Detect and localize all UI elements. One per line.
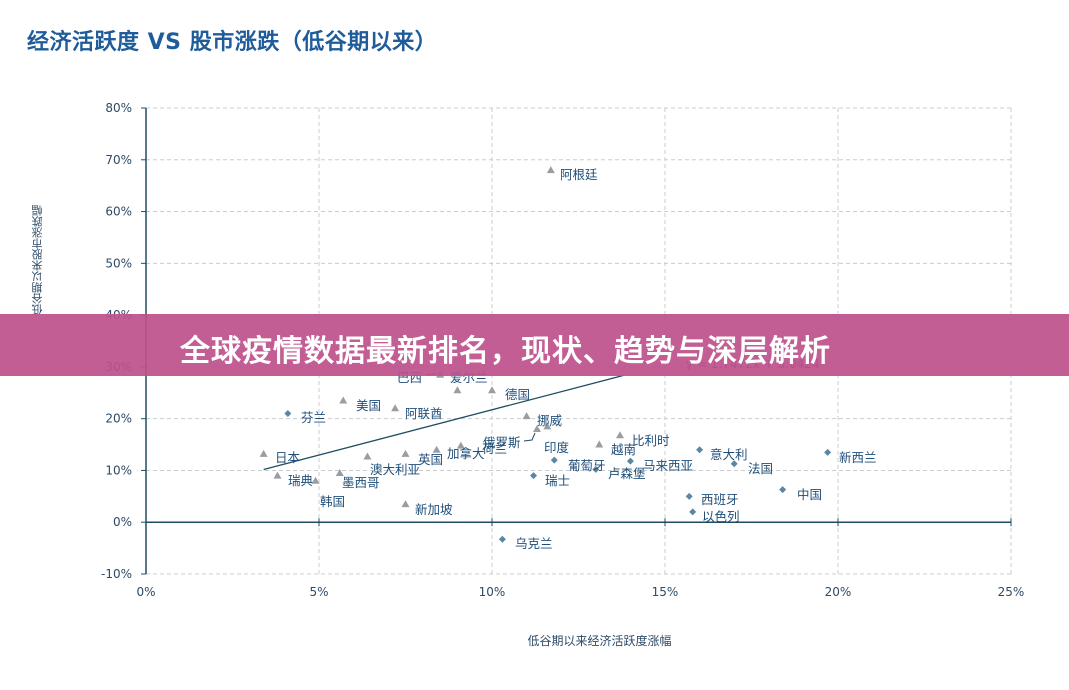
triangle-marker-icon xyxy=(543,422,552,430)
point-label: 马来西亚 xyxy=(643,458,693,473)
diamond-marker-icon xyxy=(592,465,600,473)
triangle-marker-icon xyxy=(522,412,531,420)
point-label: 新加坡 xyxy=(415,502,453,517)
triangle-marker-icon xyxy=(339,396,348,404)
triangle-marker-icon xyxy=(546,166,555,174)
triangle-marker-icon xyxy=(456,441,465,449)
point-label: 英国 xyxy=(418,452,443,467)
point-label: 法国 xyxy=(748,461,773,476)
triangle-marker-icon xyxy=(401,449,410,457)
x-tick-label: 25% xyxy=(998,585,1025,599)
point-label: 俄罗斯 xyxy=(483,435,521,450)
diamond-marker-icon xyxy=(685,492,693,500)
diamond-marker-icon xyxy=(689,508,697,516)
y-tick-label: 60% xyxy=(105,205,132,219)
triangle-marker-icon xyxy=(363,452,372,460)
diamond-marker-icon xyxy=(696,446,704,454)
x-tick-label: 5% xyxy=(309,585,328,599)
triangle-marker-icon xyxy=(311,476,320,484)
y-tick-label: 80% xyxy=(105,101,132,115)
trendline-path xyxy=(263,374,624,471)
y-tick-label: 20% xyxy=(105,412,132,426)
point-label: 西班牙 xyxy=(701,492,739,507)
point-label: 阿联酋 xyxy=(405,406,443,421)
point-label: 荷兰 xyxy=(482,441,507,456)
point-label: 新西兰 xyxy=(839,450,877,465)
point-label: 瑞士 xyxy=(545,473,570,488)
triangle-marker-icon xyxy=(335,469,344,477)
point-label: 瑞典 xyxy=(288,473,313,488)
x-tick-label: 0% xyxy=(136,585,155,599)
y-tick-label: -10% xyxy=(101,567,132,581)
tick-labels: 80%70%60%50%40%30%20%10%0%-10%0%5%10%15%… xyxy=(101,101,1024,599)
point-label: 以色列 xyxy=(702,509,740,524)
point-label: 葡萄牙 xyxy=(568,458,606,473)
triangle-marker-icon xyxy=(453,386,462,394)
point-label: 澳大利亚 xyxy=(370,462,420,477)
y-tick-label: 10% xyxy=(105,463,132,477)
point-label: 美国 xyxy=(356,398,381,413)
x-axis-label: 低谷期以来经济活跃度涨幅 xyxy=(527,634,672,648)
diamond-marker-icon xyxy=(498,535,506,543)
diamond-marker-icon xyxy=(284,409,292,417)
triangle-marker-icon xyxy=(488,386,496,394)
diamond-marker-icon xyxy=(530,472,538,480)
triangle-marker-icon xyxy=(273,471,282,479)
diamond-marker-icon xyxy=(626,457,634,465)
triangle-marker-icon xyxy=(595,440,604,448)
triangle-marker-icon xyxy=(616,431,625,439)
point-label: 卢森堡 xyxy=(608,466,646,481)
point-label: 印度 xyxy=(544,440,570,455)
point-label: 日本 xyxy=(275,450,301,465)
leader-line xyxy=(523,432,536,442)
data-points xyxy=(259,166,832,543)
diamond-marker-icon xyxy=(779,486,787,494)
triangle-marker-icon xyxy=(259,449,268,457)
point-labels: 阿根廷巴西 爱尔兰德国美国阿联酋芬兰 挪威比利时俄罗斯荷兰 印度 越南 意大利 新西兰日本加… xyxy=(275,167,877,551)
point-label: 阿根廷 xyxy=(560,167,598,182)
x-tick-label: 20% xyxy=(825,585,852,599)
y-tick-label: 50% xyxy=(105,256,132,270)
diamond-marker-icon xyxy=(550,456,558,464)
point-label: 墨西哥 xyxy=(342,475,380,490)
point-label: 越南 xyxy=(611,442,636,457)
triangle-marker-icon xyxy=(532,425,541,433)
banner-text: 全球疫情数据最新排名，现状、趋势与深层解析 xyxy=(180,334,831,369)
x-tick-label: 10% xyxy=(479,585,506,599)
triangle-marker-icon xyxy=(432,445,441,453)
point-label: 中国 xyxy=(797,487,822,502)
point-label: 意大利 xyxy=(710,447,748,462)
overlay-banner: 全球疫情数据最新排名，现状、趋势与深层解析 xyxy=(0,314,1069,376)
point-label: 加拿大 xyxy=(447,446,485,461)
y-tick-label: 0% xyxy=(113,515,132,529)
point-label: 芬兰 xyxy=(301,410,326,425)
point-label: 挪威 xyxy=(537,413,563,428)
triangle-marker-icon xyxy=(391,404,400,412)
point-label: 乌克兰 xyxy=(515,536,553,551)
diamond-marker-icon xyxy=(824,448,832,456)
point-label: 德国 xyxy=(505,387,530,402)
y-tick-label: 70% xyxy=(105,153,132,167)
diamond-marker-icon xyxy=(730,460,738,468)
point-label: 韩国 xyxy=(320,494,345,509)
x-tick-label: 15% xyxy=(652,585,679,599)
point-label: 比利时 xyxy=(632,433,670,448)
triangle-marker-icon xyxy=(401,500,410,508)
chart-title: 经济活跃度 VS 股市涨跌（低谷期以来） xyxy=(27,30,438,55)
